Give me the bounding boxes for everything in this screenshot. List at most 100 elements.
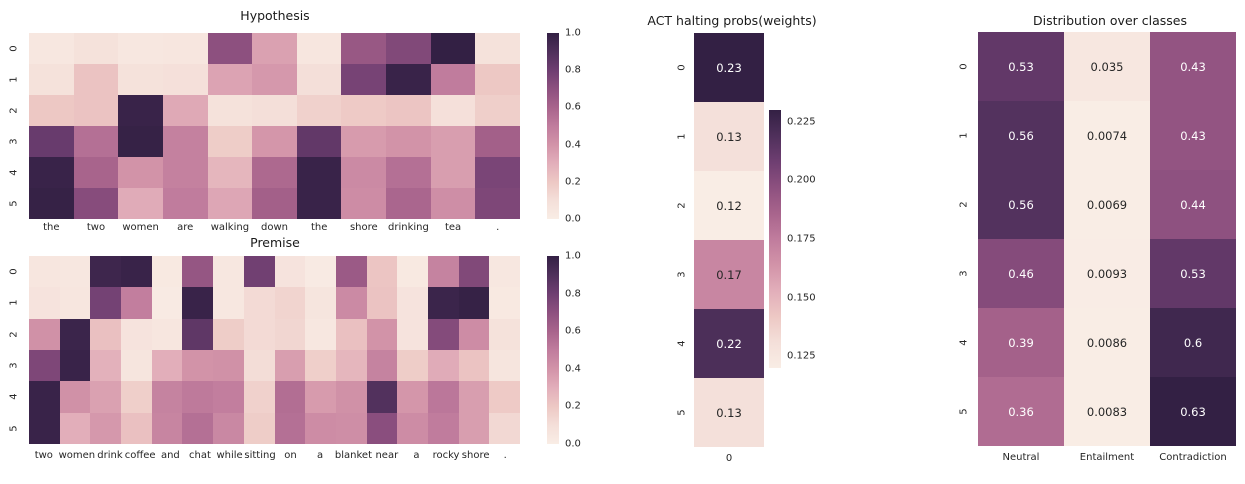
heatmap-cell [386, 126, 431, 157]
colorbar-tick-label: 0.225 [787, 116, 816, 128]
y-tick-label: 5 [676, 409, 688, 416]
heatmap-cell [59, 350, 91, 382]
heatmap-cell [430, 64, 476, 95]
heatmap-cell [305, 350, 336, 382]
heatmap-cell: 0.63 [1150, 377, 1236, 446]
heatmap-cell [252, 188, 297, 219]
heatmap-cell [475, 157, 520, 188]
heatmap-cell [243, 318, 275, 350]
x-tick-label: drink [97, 450, 123, 461]
hypothesis-y-axis: 0 1 2 3 4 5 [4, 33, 24, 219]
heatmap-cell [118, 126, 163, 157]
heatmap-cell [29, 126, 74, 157]
heatmap-cell [213, 287, 244, 319]
heatmap-cell [29, 95, 74, 126]
heatmap-cell [59, 318, 91, 350]
heatmap-cell: 0.035 [1064, 32, 1150, 101]
x-tick-label: . [496, 222, 500, 233]
y-tick-label: 2 [676, 202, 688, 209]
heatmap-cell [207, 64, 253, 95]
heatmap-cell [118, 95, 163, 126]
x-tick-label: coffee [124, 450, 156, 461]
heatmap-cell: 0.0074 [1064, 101, 1150, 170]
heatmap-cell [305, 256, 336, 288]
x-tick-label: on [284, 450, 297, 461]
heatmap-cell: 0.23 [694, 33, 764, 102]
heatmap-cell [90, 381, 122, 413]
heatmap-cell [73, 157, 119, 188]
heatmap-cell [243, 412, 275, 444]
premise-title: Premise [250, 235, 300, 250]
heatmap-cell [274, 350, 306, 382]
heatmap-cell [430, 157, 476, 188]
y-tick-label: 3 [8, 362, 20, 369]
heatmap-cell [366, 381, 398, 413]
heatmap-cell: 0.0083 [1064, 377, 1150, 446]
heatmap-cell [366, 287, 398, 319]
x-tick-label: walking [210, 222, 250, 233]
y-tick-label: 3 [676, 271, 688, 278]
y-tick-label: 2 [8, 107, 20, 114]
heatmap-cell [243, 287, 275, 319]
heatmap-cell [489, 381, 520, 413]
heatmap-cell [296, 126, 342, 157]
heatmap-cell [121, 350, 152, 382]
heatmap-cell: 0.13 [694, 102, 764, 171]
heatmap-cell: 0.44 [1150, 170, 1236, 239]
heatmap-cell [335, 256, 367, 288]
heatmap-cell [274, 318, 306, 350]
heatmap-cell [458, 287, 490, 319]
x-tick-label: women [58, 450, 96, 461]
heatmap-cell [121, 318, 152, 350]
colorbar-tick-label: 0.4 [565, 363, 581, 375]
act-colorbar [769, 110, 781, 368]
heatmap-cell [252, 157, 297, 188]
heatmap-cell [73, 188, 119, 219]
heatmap-cell [397, 256, 428, 288]
x-tick-label: drinking [388, 222, 429, 233]
y-tick-label: 4 [8, 393, 20, 401]
heatmap-cell [427, 412, 459, 444]
act-x-axis: 0 [694, 453, 764, 467]
heatmap-cell [305, 381, 336, 413]
premise-colorbar-ticks: 1.0 0.8 0.6 0.4 0.2 0.0 [559, 251, 599, 450]
heatmap-cell [335, 287, 367, 319]
y-tick-label: 2 [958, 201, 970, 208]
heatmap-cell [162, 64, 208, 95]
heatmap-cell [73, 126, 119, 157]
heatmap-cell [366, 412, 398, 444]
heatmap-cell [296, 188, 342, 219]
heatmap-cell [182, 412, 214, 444]
heatmap-cell [341, 64, 387, 95]
heatmap-cell: 0.36 [978, 377, 1064, 446]
colorbar-tick-label: 0.0 [565, 213, 581, 225]
heatmap-cell [182, 350, 214, 382]
heatmap-cell [305, 287, 336, 319]
heatmap-cell [489, 256, 520, 288]
heatmap-cell [162, 95, 208, 126]
heatmap-cell [162, 157, 208, 188]
heatmap-cell [458, 318, 490, 350]
heatmap-cell: 0.43 [1150, 32, 1236, 101]
heatmap-cell [458, 256, 490, 288]
colorbar-tick-label: 0.6 [565, 325, 581, 337]
heatmap-cell [73, 33, 119, 64]
heatmap-cell [207, 188, 253, 219]
heatmap-cell [397, 412, 428, 444]
heatmap-cell [475, 33, 520, 64]
heatmap-cell: 0.53 [1150, 239, 1236, 308]
heatmap-cell [151, 256, 183, 288]
heatmap-cell [386, 64, 431, 95]
heatmap-cell [475, 64, 520, 95]
heatmap-cell [213, 350, 244, 382]
y-tick-label: 5 [8, 425, 20, 432]
heatmap-cell [151, 350, 183, 382]
y-tick-label: 3 [8, 138, 20, 145]
heatmap-cell [341, 188, 387, 219]
heatmap-cell: 0.53 [978, 32, 1064, 101]
heatmap-cell [243, 381, 275, 413]
heatmap-cell [59, 381, 91, 413]
colorbar-tick-label: 1.0 [565, 250, 581, 262]
heatmap-cell [489, 318, 520, 350]
colorbar-tick-label: 0.0 [565, 438, 581, 450]
